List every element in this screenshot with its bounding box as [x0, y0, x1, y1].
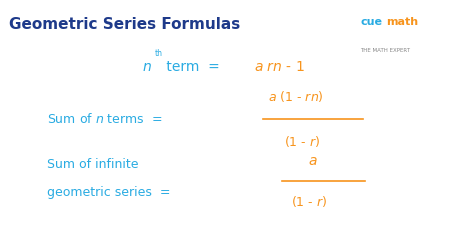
Text: THE MATH EXPERT: THE MATH EXPERT [360, 48, 410, 53]
Text: $\it{n}$: $\it{n}$ [142, 60, 152, 74]
Text: $\it{a}$ (1 - $\it{rn}$): $\it{a}$ (1 - $\it{rn}$) [268, 89, 324, 104]
Text: term  =: term = [162, 60, 220, 74]
Text: th: th [155, 49, 163, 58]
Text: (1 - $\it{r}$): (1 - $\it{r}$) [284, 134, 320, 149]
Text: Geometric Series Formulas: Geometric Series Formulas [9, 17, 240, 32]
Text: $\it{a}$: $\it{a}$ [308, 154, 318, 168]
Text: $\it{a}$ $\it{rn}$ - 1: $\it{a}$ $\it{rn}$ - 1 [254, 60, 304, 74]
Text: cue: cue [360, 17, 382, 27]
Text: Sum of infinite: Sum of infinite [47, 158, 139, 171]
Text: Sum of $\it{n}$ terms  =: Sum of $\it{n}$ terms = [47, 112, 163, 126]
Text: math: math [386, 17, 419, 27]
Text: geometric series  =: geometric series = [47, 186, 171, 199]
Text: (1 - $\it{r}$): (1 - $\it{r}$) [291, 193, 327, 209]
